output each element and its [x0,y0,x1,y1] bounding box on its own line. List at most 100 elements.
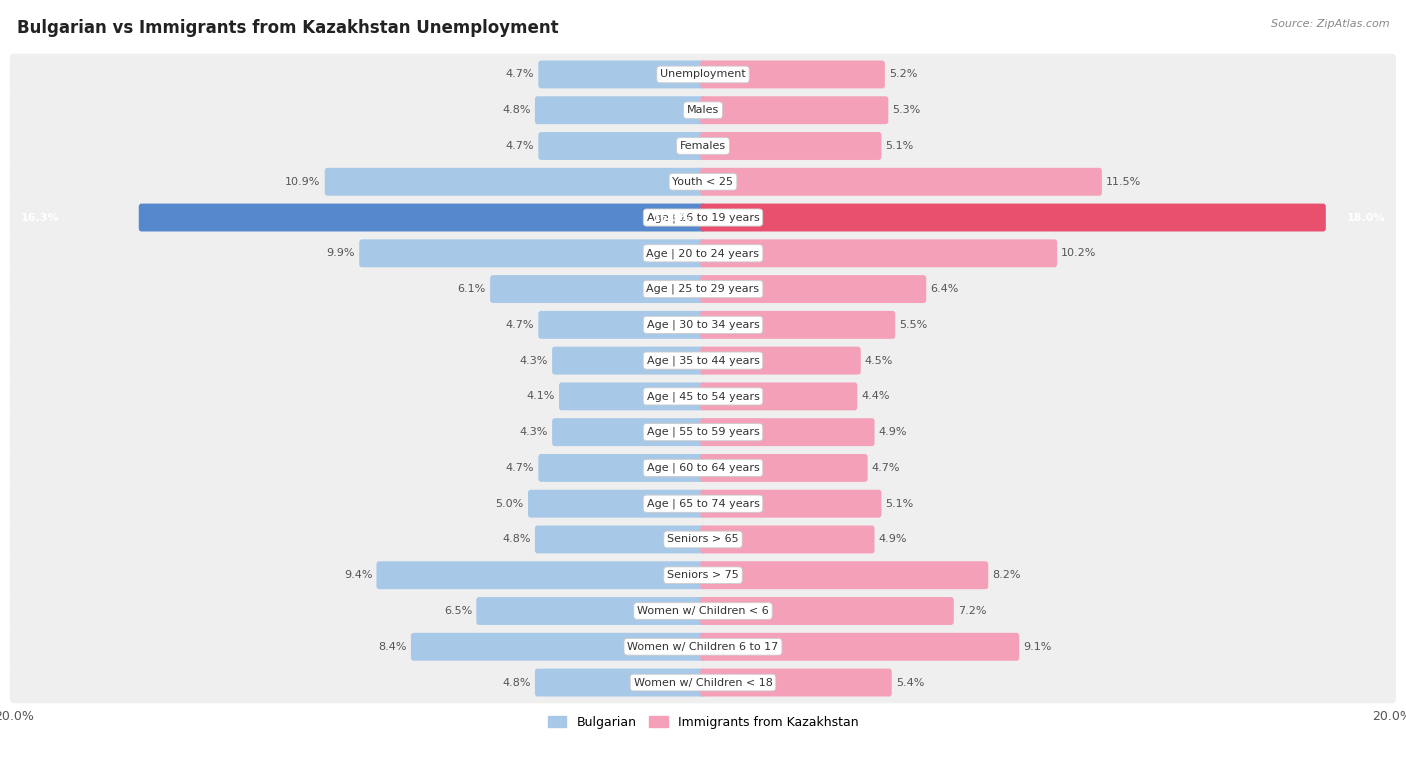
Text: 5.5%: 5.5% [900,320,928,330]
Text: 11.5%: 11.5% [1107,177,1142,187]
Text: 5.0%: 5.0% [496,499,524,509]
Text: 9.9%: 9.9% [326,248,356,258]
FancyBboxPatch shape [10,89,1396,131]
FancyBboxPatch shape [538,132,706,160]
Text: 4.7%: 4.7% [872,463,900,473]
FancyBboxPatch shape [10,340,1396,382]
Text: 6.5%: 6.5% [444,606,472,616]
Text: 16.3%: 16.3% [652,213,690,223]
FancyBboxPatch shape [700,239,1057,267]
Text: 4.7%: 4.7% [506,320,534,330]
Text: 4.7%: 4.7% [506,70,534,79]
FancyBboxPatch shape [700,132,882,160]
Text: 4.8%: 4.8% [502,678,531,687]
Text: 4.1%: 4.1% [526,391,555,401]
Text: Youth < 25: Youth < 25 [672,177,734,187]
Text: 5.3%: 5.3% [893,105,921,115]
FancyBboxPatch shape [700,668,891,696]
FancyBboxPatch shape [700,418,875,446]
Text: 10.2%: 10.2% [1062,248,1097,258]
FancyBboxPatch shape [10,554,1396,596]
Text: Seniors > 65: Seniors > 65 [668,534,738,544]
Text: 8.2%: 8.2% [993,570,1021,580]
Text: Age | 65 to 74 years: Age | 65 to 74 years [647,498,759,509]
FancyBboxPatch shape [700,490,882,518]
Text: Age | 45 to 54 years: Age | 45 to 54 years [647,391,759,402]
FancyBboxPatch shape [139,204,706,232]
FancyBboxPatch shape [700,525,875,553]
FancyBboxPatch shape [325,168,706,196]
FancyBboxPatch shape [359,239,706,267]
FancyBboxPatch shape [10,54,1396,95]
FancyBboxPatch shape [700,633,1019,661]
FancyBboxPatch shape [538,61,706,89]
FancyBboxPatch shape [377,561,706,589]
Text: Age | 35 to 44 years: Age | 35 to 44 years [647,355,759,366]
FancyBboxPatch shape [534,668,706,696]
FancyBboxPatch shape [10,447,1396,489]
FancyBboxPatch shape [538,311,706,339]
Text: 9.4%: 9.4% [344,570,373,580]
FancyBboxPatch shape [10,483,1396,525]
FancyBboxPatch shape [477,597,706,625]
Text: 4.7%: 4.7% [506,463,534,473]
Text: Source: ZipAtlas.com: Source: ZipAtlas.com [1271,19,1389,29]
Text: Age | 25 to 29 years: Age | 25 to 29 years [647,284,759,294]
FancyBboxPatch shape [700,61,884,89]
FancyBboxPatch shape [700,454,868,482]
Text: 16.3%: 16.3% [21,213,59,223]
FancyBboxPatch shape [553,418,706,446]
Text: Age | 30 to 34 years: Age | 30 to 34 years [647,319,759,330]
FancyBboxPatch shape [553,347,706,375]
Text: Bulgarian vs Immigrants from Kazakhstan Unemployment: Bulgarian vs Immigrants from Kazakhstan … [17,19,558,37]
Text: Age | 20 to 24 years: Age | 20 to 24 years [647,248,759,259]
Text: 4.8%: 4.8% [502,105,531,115]
Text: 9.1%: 9.1% [1024,642,1052,652]
Text: Age | 60 to 64 years: Age | 60 to 64 years [647,463,759,473]
Text: 5.4%: 5.4% [896,678,924,687]
Text: 4.3%: 4.3% [520,427,548,437]
Text: 6.4%: 6.4% [931,284,959,294]
FancyBboxPatch shape [10,304,1396,346]
FancyBboxPatch shape [534,96,706,124]
FancyBboxPatch shape [700,347,860,375]
Text: 5.1%: 5.1% [886,499,914,509]
FancyBboxPatch shape [700,561,988,589]
Text: 5.2%: 5.2% [889,70,917,79]
Legend: Bulgarian, Immigrants from Kazakhstan: Bulgarian, Immigrants from Kazakhstan [543,711,863,734]
Text: 18.0%: 18.0% [1347,213,1385,223]
FancyBboxPatch shape [700,275,927,303]
Text: Seniors > 75: Seniors > 75 [666,570,740,580]
FancyBboxPatch shape [534,525,706,553]
Text: Women w/ Children < 6: Women w/ Children < 6 [637,606,769,616]
FancyBboxPatch shape [538,454,706,482]
FancyBboxPatch shape [491,275,706,303]
FancyBboxPatch shape [700,597,953,625]
FancyBboxPatch shape [10,161,1396,203]
Text: 10.9%: 10.9% [285,177,321,187]
Text: Age | 16 to 19 years: Age | 16 to 19 years [647,212,759,223]
FancyBboxPatch shape [529,490,706,518]
Text: 4.9%: 4.9% [879,534,907,544]
Text: Women w/ Children < 18: Women w/ Children < 18 [634,678,772,687]
FancyBboxPatch shape [10,519,1396,560]
Text: 4.5%: 4.5% [865,356,893,366]
FancyBboxPatch shape [10,626,1396,668]
Text: Unemployment: Unemployment [661,70,745,79]
FancyBboxPatch shape [10,197,1396,238]
FancyBboxPatch shape [700,204,1326,232]
FancyBboxPatch shape [10,125,1396,167]
Text: 4.3%: 4.3% [520,356,548,366]
Text: Women w/ Children 6 to 17: Women w/ Children 6 to 17 [627,642,779,652]
Text: 4.9%: 4.9% [879,427,907,437]
FancyBboxPatch shape [700,96,889,124]
Text: 8.4%: 8.4% [378,642,406,652]
FancyBboxPatch shape [10,375,1396,417]
FancyBboxPatch shape [10,590,1396,632]
FancyBboxPatch shape [700,311,896,339]
FancyBboxPatch shape [10,411,1396,453]
Text: 6.1%: 6.1% [458,284,486,294]
Text: 7.2%: 7.2% [957,606,987,616]
FancyBboxPatch shape [700,382,858,410]
Text: 4.7%: 4.7% [506,141,534,151]
